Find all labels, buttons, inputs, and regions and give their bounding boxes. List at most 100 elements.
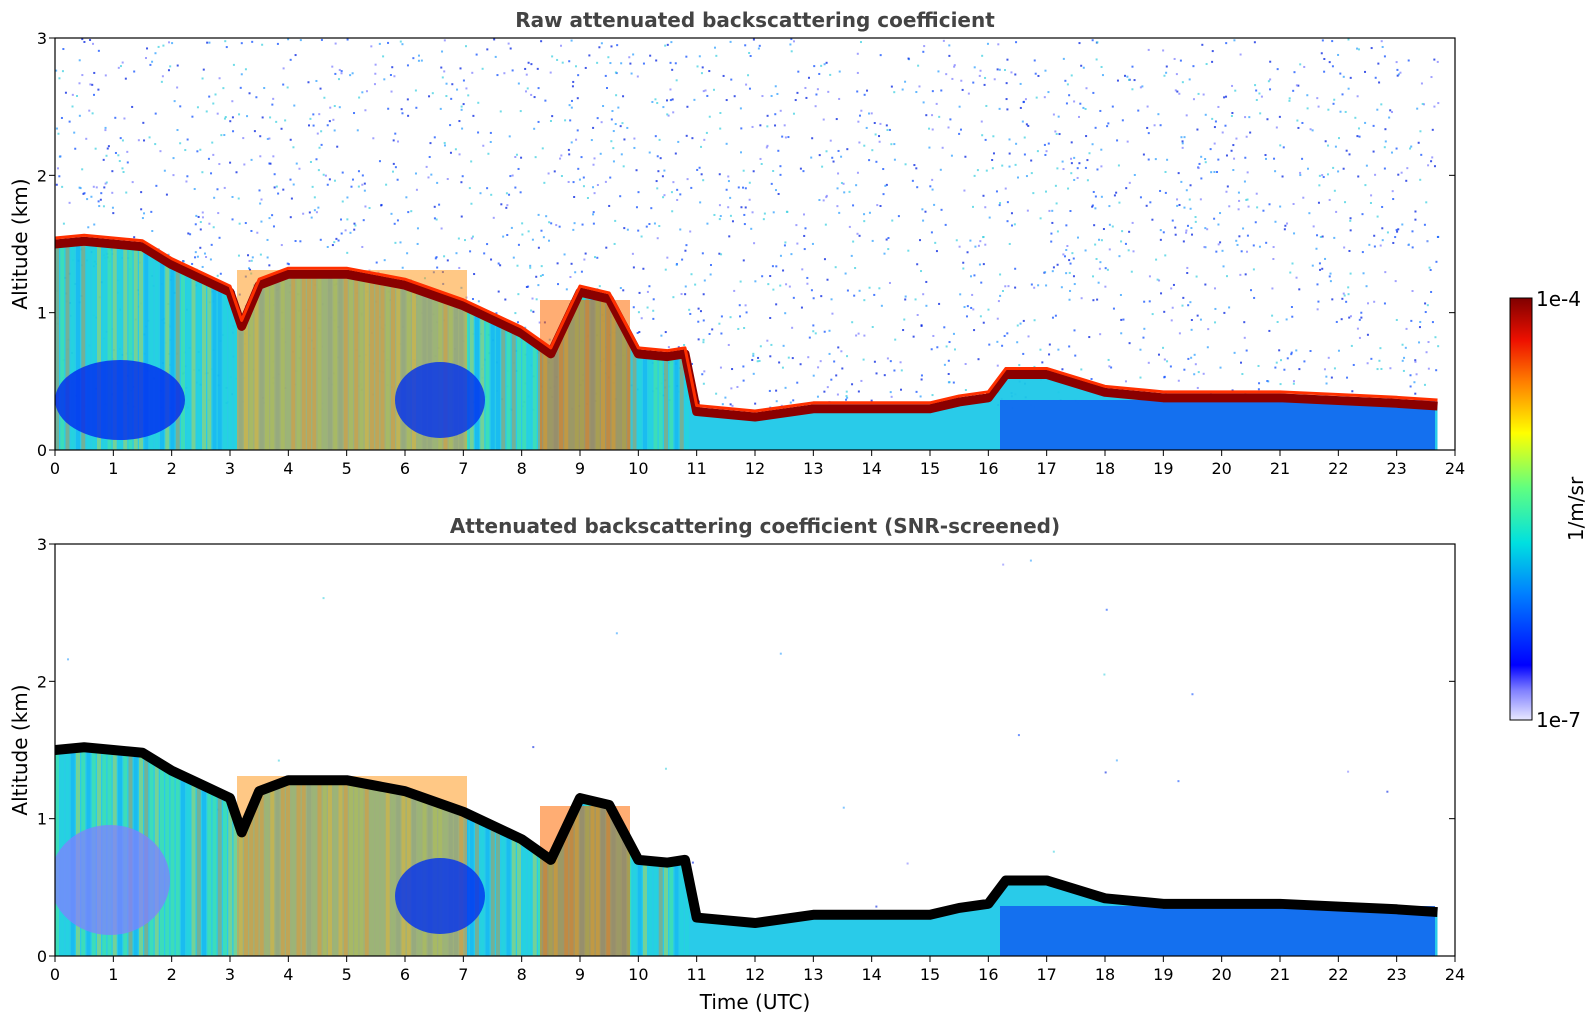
panel-raw-noise-speck	[467, 94, 470, 97]
panel-raw-noise-speck	[239, 86, 242, 89]
panel-raw-noise-speck	[1230, 114, 1233, 117]
panel-screened-noise-speck	[1029, 559, 1032, 562]
panel-raw-noise-speck	[675, 79, 678, 82]
panel-raw-noise-speck	[1433, 58, 1436, 61]
panel-screened-texture-band	[191, 779, 196, 956]
panel-raw-noise-speck	[205, 255, 208, 258]
panel-raw-noise-speck	[796, 381, 799, 384]
panel-raw-noise-speck	[1298, 368, 1301, 371]
panel-raw-noise-speck	[656, 187, 659, 190]
panel-raw-noise-speck	[1377, 62, 1380, 65]
panel-raw-noise-speck	[1264, 154, 1267, 157]
panel-raw-noise-speck	[85, 137, 88, 140]
panel-raw-noise-speck	[563, 253, 566, 256]
panel-raw-noise-speck	[527, 285, 530, 288]
panel-raw-noise-speck	[719, 127, 722, 130]
panel-raw-noise-speck	[708, 115, 711, 118]
panel-raw-noise-speck	[1120, 318, 1123, 321]
panel-raw-noise-speck	[1278, 349, 1281, 352]
panel-raw-noise-speck	[931, 114, 934, 117]
panel-raw-noise-speck	[353, 228, 356, 231]
panel-raw-noise-speck	[916, 186, 919, 189]
panel-screened-x-tick-label: 21	[1270, 965, 1290, 984]
panel-raw-noise-speck	[315, 158, 318, 161]
panel-raw-noise-speck	[186, 138, 189, 141]
panel-raw-noise-speck	[492, 216, 495, 219]
panel-raw-noise-speck	[629, 62, 632, 65]
panel-raw-noise-speck	[1225, 275, 1228, 278]
panel-raw-noise-speck	[553, 170, 556, 173]
panel-raw-noise-speck	[487, 152, 490, 155]
panel-raw-noise-speck	[289, 58, 292, 61]
panel-raw-noise-speck	[282, 188, 285, 191]
panel-raw-noise-speck	[599, 152, 602, 155]
panel-raw-noise-speck	[1225, 42, 1228, 45]
panel-raw-noise-speck	[888, 128, 891, 131]
panel-raw-texture-band	[91, 241, 96, 450]
panel-raw-noise-speck	[950, 154, 953, 157]
panel-raw-noise-speck	[617, 106, 620, 109]
panel-raw-noise-speck	[57, 132, 60, 135]
panel-raw-noise-speck	[1230, 149, 1233, 152]
panel-raw-texture-band	[506, 326, 511, 450]
panel-raw-noise-speck	[1201, 43, 1204, 46]
panel-raw-noise-speck	[1225, 154, 1228, 157]
panel-raw-noise-speck	[1232, 144, 1235, 147]
panel-raw-noise-speck	[1402, 369, 1405, 372]
panel-raw-noise-speck	[547, 172, 550, 175]
panel-screened-y-tick-label: 1	[37, 810, 47, 829]
panel-raw-texture-band	[181, 268, 185, 450]
panel-raw-noise-speck	[713, 46, 716, 49]
panel-raw-noise-speck	[669, 88, 672, 91]
panel-raw-noise-speck	[1376, 108, 1379, 111]
panel-raw-noise-speck	[740, 206, 743, 209]
panel-raw-noise-speck	[1401, 359, 1404, 362]
panel-raw-noise-speck	[1174, 89, 1177, 92]
panel-raw-noise-speck	[1163, 358, 1166, 361]
panel-screened-texture-band	[685, 859, 689, 956]
panel-raw-noise-speck	[1403, 356, 1406, 359]
panel-raw-noise-speck	[1180, 180, 1183, 183]
panel-raw-noise-speck	[1030, 172, 1033, 175]
panel-raw-noise-speck	[1143, 327, 1146, 330]
panel-raw-noise-speck	[1320, 52, 1323, 55]
panel-raw-noise-speck	[1148, 300, 1151, 303]
panel-raw-noise-speck	[191, 262, 194, 265]
panel-raw-noise-speck	[814, 332, 817, 335]
panel-raw-noise-speck	[483, 252, 486, 255]
panel-screened-noise-speck	[1386, 790, 1389, 793]
panel-raw-noise-speck	[309, 160, 312, 163]
panel-raw-noise-speck	[748, 181, 751, 184]
panel-raw-noise-speck	[676, 198, 679, 201]
panel-raw-noise-speck	[790, 50, 793, 53]
panel-raw-noise-speck	[1409, 385, 1412, 388]
panel-raw-noise-speck	[357, 170, 360, 173]
panel-raw-noise-speck	[1259, 112, 1262, 115]
panel-raw-noise-speck	[997, 43, 1000, 46]
panel-raw-noise-speck	[1321, 174, 1324, 177]
panel-raw-noise-speck	[1344, 110, 1347, 113]
panel-raw-noise-speck	[1364, 184, 1367, 187]
panel-raw-noise-speck	[642, 62, 645, 65]
panel-raw-noise-speck	[999, 273, 1002, 276]
panel-raw-noise-speck	[846, 396, 849, 399]
panel-raw-noise-speck	[1004, 187, 1007, 190]
panel-raw-noise-speck	[1269, 78, 1272, 81]
panel-raw-noise-speck	[1374, 173, 1377, 176]
panel-raw-noise-speck	[840, 350, 843, 353]
panel-raw-noise-speck	[1327, 144, 1330, 147]
panel-raw-noise-speck	[1237, 191, 1240, 194]
panel-raw-noise-speck	[767, 283, 770, 286]
panel-raw-noise-speck	[514, 186, 517, 189]
panel-raw-noise-speck	[583, 258, 586, 261]
panel-raw-noise-speck	[328, 178, 331, 181]
panel-raw-noise-speck	[592, 222, 595, 225]
panel-raw-noise-speck	[1196, 386, 1199, 389]
panel-raw-noise-speck	[572, 80, 575, 83]
panel-screened-noise-speck	[906, 862, 909, 865]
panel-raw-noise-speck	[97, 88, 100, 91]
panel-raw-noise-speck	[307, 81, 310, 84]
panel-raw-noise-speck	[626, 228, 629, 231]
panel-raw-noise-speck	[1048, 343, 1051, 346]
